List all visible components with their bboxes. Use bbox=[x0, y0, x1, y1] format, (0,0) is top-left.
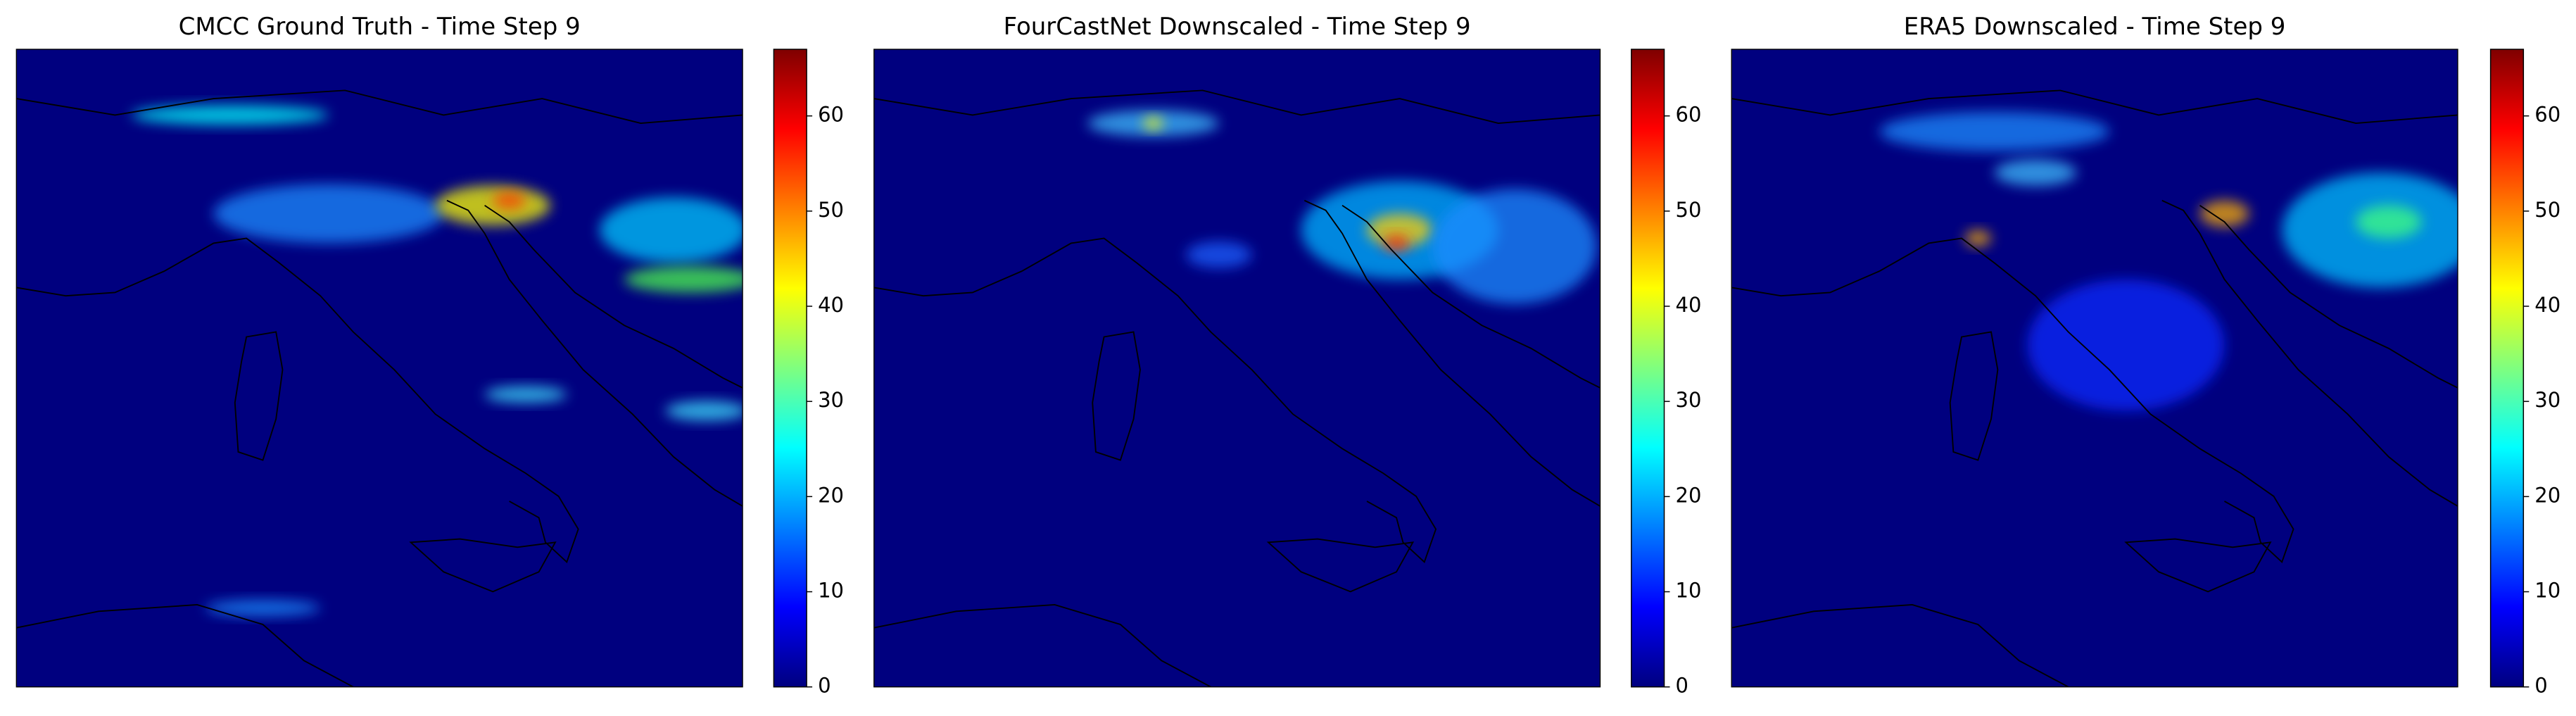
coastline bbox=[446, 199, 743, 507]
colorbar-tick-label: 30 bbox=[818, 388, 844, 412]
coastline bbox=[16, 237, 579, 563]
precipitation-area bbox=[205, 599, 321, 617]
coastline bbox=[2199, 204, 2458, 389]
precipitation-area bbox=[2356, 205, 2422, 239]
map-panel bbox=[1731, 49, 2458, 688]
colorbar-tick-label: 40 bbox=[1676, 293, 1702, 317]
colorbar-tick-label: 0 bbox=[1676, 674, 1688, 698]
precipitation-area bbox=[1964, 230, 1992, 247]
colorbar bbox=[773, 49, 807, 688]
precipitation-area bbox=[1879, 111, 2110, 151]
colorbar-tick-label: 10 bbox=[1676, 579, 1702, 603]
map-background bbox=[16, 49, 743, 687]
precipitation-area bbox=[1994, 159, 2077, 186]
colorbar-tick-label: 50 bbox=[1676, 198, 1702, 222]
coastline bbox=[1092, 331, 1141, 461]
colorbar-tick-label: 40 bbox=[2534, 293, 2561, 317]
precipitation-area bbox=[600, 197, 743, 263]
colorbar bbox=[2489, 49, 2525, 688]
coastline bbox=[873, 237, 1437, 563]
map-panel bbox=[15, 49, 743, 688]
coastline bbox=[1731, 604, 2069, 687]
colorbar-tick-label: 10 bbox=[2534, 579, 2561, 603]
coastline bbox=[1731, 89, 2458, 125]
coastline bbox=[2124, 538, 2272, 593]
coastline bbox=[1266, 538, 1415, 593]
coastline bbox=[873, 604, 1211, 687]
precipitation-area bbox=[1143, 116, 1163, 130]
precipitation-area bbox=[2027, 279, 2225, 411]
colorbar-tick-label: 60 bbox=[818, 103, 844, 127]
coastline bbox=[1731, 237, 2294, 563]
coastline bbox=[873, 89, 1600, 125]
coastline bbox=[234, 331, 284, 461]
precipitation-area bbox=[1383, 234, 1410, 252]
map-panel bbox=[873, 49, 1601, 688]
precipitation-area bbox=[213, 184, 444, 244]
precipitation-area bbox=[435, 185, 550, 225]
colorbar-tick-label: 30 bbox=[1676, 388, 1702, 412]
coastline bbox=[484, 204, 743, 389]
panel-title: ERA5 Downscaled - Time Step 9 bbox=[1904, 13, 2286, 41]
precipitation-area bbox=[484, 386, 567, 403]
map-frame bbox=[1731, 49, 2458, 688]
map-background bbox=[873, 49, 1600, 687]
coastline bbox=[2161, 199, 2458, 507]
map-frame bbox=[15, 49, 743, 688]
colorbar-tick-label: 40 bbox=[818, 293, 844, 317]
colorbar-tick-label: 20 bbox=[2534, 483, 2561, 507]
coastline bbox=[1303, 199, 1600, 507]
coastline bbox=[1949, 331, 1999, 461]
precipitation-area bbox=[1367, 213, 1433, 247]
coastline bbox=[16, 604, 354, 687]
colorbar-tick-label: 0 bbox=[2534, 674, 2547, 698]
colorbar-tick-label: 50 bbox=[818, 198, 844, 222]
colorbar-tick-label: 30 bbox=[2534, 388, 2561, 412]
colorbar-tick-label: 60 bbox=[2534, 103, 2561, 127]
colorbar-tick-label: 20 bbox=[818, 483, 844, 507]
panel-title: CMCC Ground Truth - Time Step 9 bbox=[179, 13, 581, 41]
colorbar bbox=[1631, 49, 1665, 688]
precipitation-area bbox=[1432, 189, 1597, 304]
precipitation-area bbox=[665, 401, 743, 421]
colorbar-tick-label: 0 bbox=[818, 674, 831, 698]
coastline bbox=[1341, 204, 1600, 389]
coastline bbox=[16, 89, 743, 125]
precipitation-area bbox=[493, 192, 526, 209]
colorbar-tick-label: 60 bbox=[1676, 103, 1702, 127]
map-frame bbox=[873, 49, 1601, 688]
precipitation-area bbox=[131, 105, 329, 125]
colorbar-tick-label: 20 bbox=[1676, 483, 1702, 507]
colorbar-tick-label: 50 bbox=[2534, 198, 2561, 222]
panel-title: FourCastNet Downscaled - Time Step 9 bbox=[1004, 13, 1471, 41]
precipitation-area bbox=[624, 266, 743, 293]
coastline bbox=[409, 538, 557, 593]
colorbar-tick-label: 10 bbox=[818, 579, 844, 603]
precipitation-area bbox=[1186, 241, 1252, 268]
precipitation-area bbox=[2199, 200, 2249, 227]
